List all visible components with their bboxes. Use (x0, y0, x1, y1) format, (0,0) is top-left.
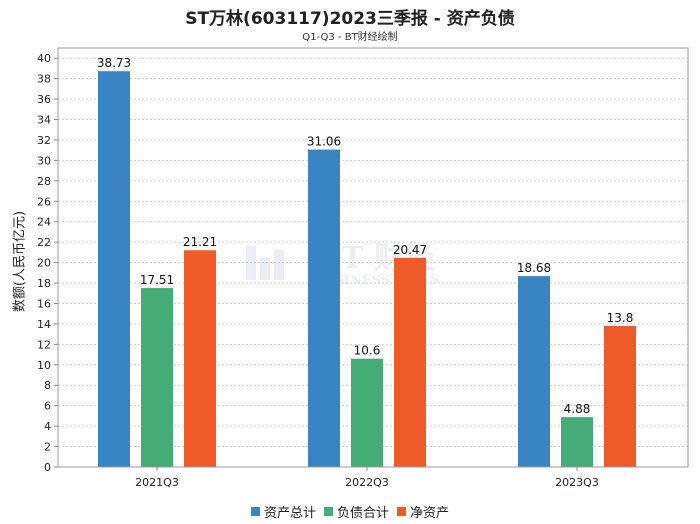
y-tick-label: 14 (37, 318, 51, 331)
bar (308, 149, 340, 467)
y-tick-label: 6 (44, 400, 51, 413)
y-tick-label: 18 (37, 277, 51, 290)
y-tick-label: 0 (44, 461, 51, 474)
bar-value-label: 20.47 (393, 243, 427, 257)
chart-title: ST万林(603117)2023三季报 - 资产负债 (185, 9, 515, 29)
legend-item: 资产总计 (250, 502, 316, 521)
y-tick-label: 34 (37, 114, 51, 127)
legend-label: 净资产 (410, 506, 450, 521)
y-tick-label: 10 (37, 359, 51, 372)
y-tick-label: 22 (37, 236, 51, 249)
bar (141, 288, 173, 467)
bars (98, 71, 636, 467)
y-tick-label: 36 (37, 93, 51, 106)
y-tick-label: 38 (37, 73, 51, 86)
y-tick-label: 4 (44, 420, 51, 433)
y-tick-label: 30 (37, 154, 51, 167)
y-tick-label: 12 (37, 338, 51, 351)
value-labels: 38.73 17.51 21.21 31.06 10.6 20.47 18.68 4.88 13… (97, 56, 634, 416)
bar-value-label: 13.8 (607, 311, 634, 325)
bar (351, 358, 383, 467)
legend-item: 净资产 (397, 502, 449, 521)
bar (184, 250, 216, 467)
y-tick-label: 32 (37, 134, 51, 147)
x-tick-label: 2022Q3 (345, 476, 389, 489)
watermark-logo-block (274, 250, 284, 280)
bar (98, 71, 130, 467)
legend-swatch (397, 507, 406, 516)
bar-value-label: 4.88 (564, 402, 591, 416)
y-tick-label: 2 (44, 441, 51, 454)
bar (561, 417, 593, 467)
y-tick-label: 26 (37, 195, 51, 208)
legend: 资产总计 负债合计 净资产 (0, 502, 700, 521)
y-tick-label: 20 (37, 257, 51, 270)
legend-item: 负债合计 (323, 502, 389, 521)
x-tick-label: 2023Q3 (555, 476, 599, 489)
bar-value-label: 31.06 (307, 135, 341, 149)
legend-swatch (323, 507, 333, 516)
legend-label: 负债合计 (336, 506, 389, 521)
bar (604, 325, 636, 467)
y-tick-label: 28 (37, 175, 51, 188)
legend-swatch (250, 507, 260, 516)
chart-subtitle: Q1-Q3 - BT财经绘制 (302, 32, 398, 43)
bar-chart: BT 财经 BUSINESSTIMES 38.7317.5121.2131.06… (37, 47, 689, 489)
bar-value-label: 18.68 (517, 261, 551, 275)
bar-value-label: 10.6 (354, 344, 381, 358)
watermark-logo-block (260, 258, 270, 280)
bar (394, 257, 426, 467)
bar-value-label: 21.21 (183, 235, 217, 249)
y-tick-label: 16 (37, 297, 51, 310)
y-tick-label: 40 (37, 52, 51, 65)
legend-label: 资产总计 (263, 506, 316, 521)
y-tick-label: 24 (37, 216, 51, 229)
x-tick-label: 2021Q3 (135, 476, 179, 489)
y-tick-label: 8 (44, 379, 51, 392)
axes: 0246810121416182022242628303234363840202… (37, 47, 689, 489)
watermark-logo-block (246, 246, 256, 280)
bar-value-label: 38.73 (97, 56, 131, 70)
plot-frame (57, 47, 689, 468)
bar-value-label: 17.51 (140, 273, 174, 287)
bar (518, 276, 550, 467)
